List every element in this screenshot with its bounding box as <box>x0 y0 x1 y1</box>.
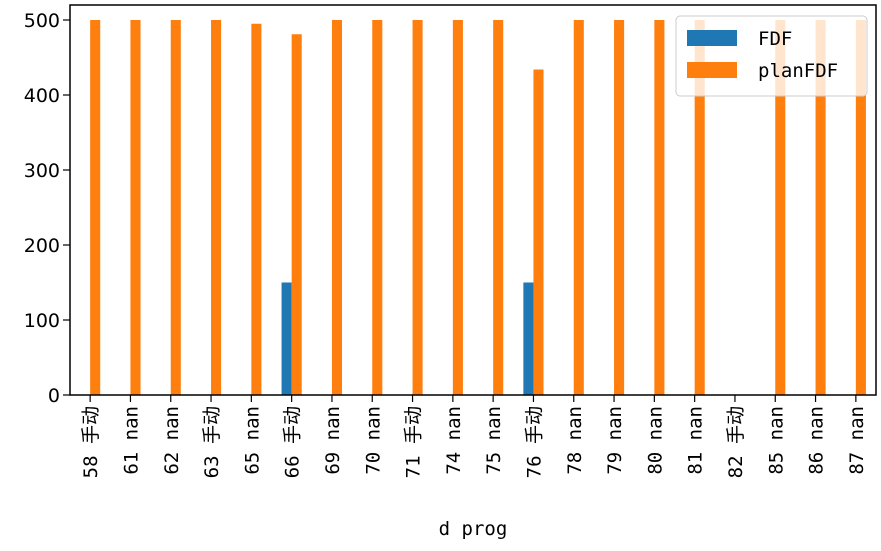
x-tick-label: 69 nan <box>322 406 344 475</box>
y-tick-label: 400 <box>24 85 60 107</box>
bar-planfdf-8 <box>412 20 423 395</box>
x-tick-label: 87 nan <box>846 406 868 475</box>
x-tick-label: 86 nan <box>806 406 828 475</box>
bar-planfdf-11 <box>533 69 544 395</box>
x-tick-label: 65 nan <box>241 406 263 475</box>
bar-fdf-5 <box>281 282 292 395</box>
legend-swatch-fdf <box>687 30 737 46</box>
bar-planfdf-15 <box>694 20 705 395</box>
bar-planfdf-10 <box>493 20 504 395</box>
bar-planfdf-3 <box>211 20 222 395</box>
bar-planfdf-19 <box>855 20 866 395</box>
x-tick-label: 61 nan <box>120 406 142 475</box>
bars-layer <box>90 20 866 395</box>
bar-planfdf-18 <box>815 20 826 395</box>
y-tick-label: 500 <box>24 10 60 32</box>
bar-planfdf-2 <box>170 20 181 395</box>
legend-swatch-planfdf <box>687 62 737 78</box>
x-axis: 58 手动 61 nan 62 nan 63 手动 65 nan 66 手动 69 nan 7… <box>80 395 868 478</box>
x-tick-label: 76 手动 <box>523 406 545 478</box>
x-tick-label: 62 nan <box>161 406 183 475</box>
bar-planfdf-13 <box>614 20 625 395</box>
x-tick-label: 85 nan <box>765 406 787 475</box>
x-tick-label: 63 手动 <box>201 406 223 478</box>
bar-planfdf-4 <box>251 23 262 395</box>
plot-frame <box>69 4 877 396</box>
legend-label-planfdf: planFDF <box>758 60 838 82</box>
y-tick-label: 100 <box>24 310 60 332</box>
legend-label-fdf: FDF <box>758 28 792 50</box>
x-tick-label: 81 nan <box>685 406 707 475</box>
bar-planfdf-14 <box>654 20 665 395</box>
x-tick-label: 79 nan <box>604 406 626 475</box>
x-tick-label: 70 nan <box>362 406 384 475</box>
x-axis-title: d prog <box>439 518 508 540</box>
x-tick-label: 74 nan <box>443 406 465 475</box>
bar-planfdf-5 <box>291 34 302 395</box>
x-tick-label: 66 手动 <box>282 406 304 478</box>
x-tick-label: 80 nan <box>644 406 666 475</box>
y-axis: 0 100 200 300 400 500 <box>24 10 70 407</box>
y-tick-label: 0 <box>48 385 60 407</box>
bar-planfdf-6 <box>331 20 343 395</box>
x-tick-label: 75 nan <box>483 406 505 475</box>
bar-planfdf-12 <box>573 20 584 395</box>
x-tick-label: 58 手动 <box>80 406 102 478</box>
bar-planfdf-0 <box>90 20 101 395</box>
y-tick-label: 300 <box>24 160 60 182</box>
bar-planfdf-17 <box>775 20 786 395</box>
x-tick-label: 78 nan <box>564 406 586 475</box>
legend: FDF planFDF <box>675 15 868 97</box>
bar-planfdf-1 <box>130 20 141 395</box>
bar-planfdf-7 <box>372 20 383 395</box>
x-tick-label: 71 手动 <box>403 406 425 478</box>
x-tick-label: 82 手动 <box>725 406 747 478</box>
y-tick-label: 200 <box>24 235 60 257</box>
bar-fdf-11 <box>523 282 534 395</box>
bar-planfdf-9 <box>452 20 463 395</box>
